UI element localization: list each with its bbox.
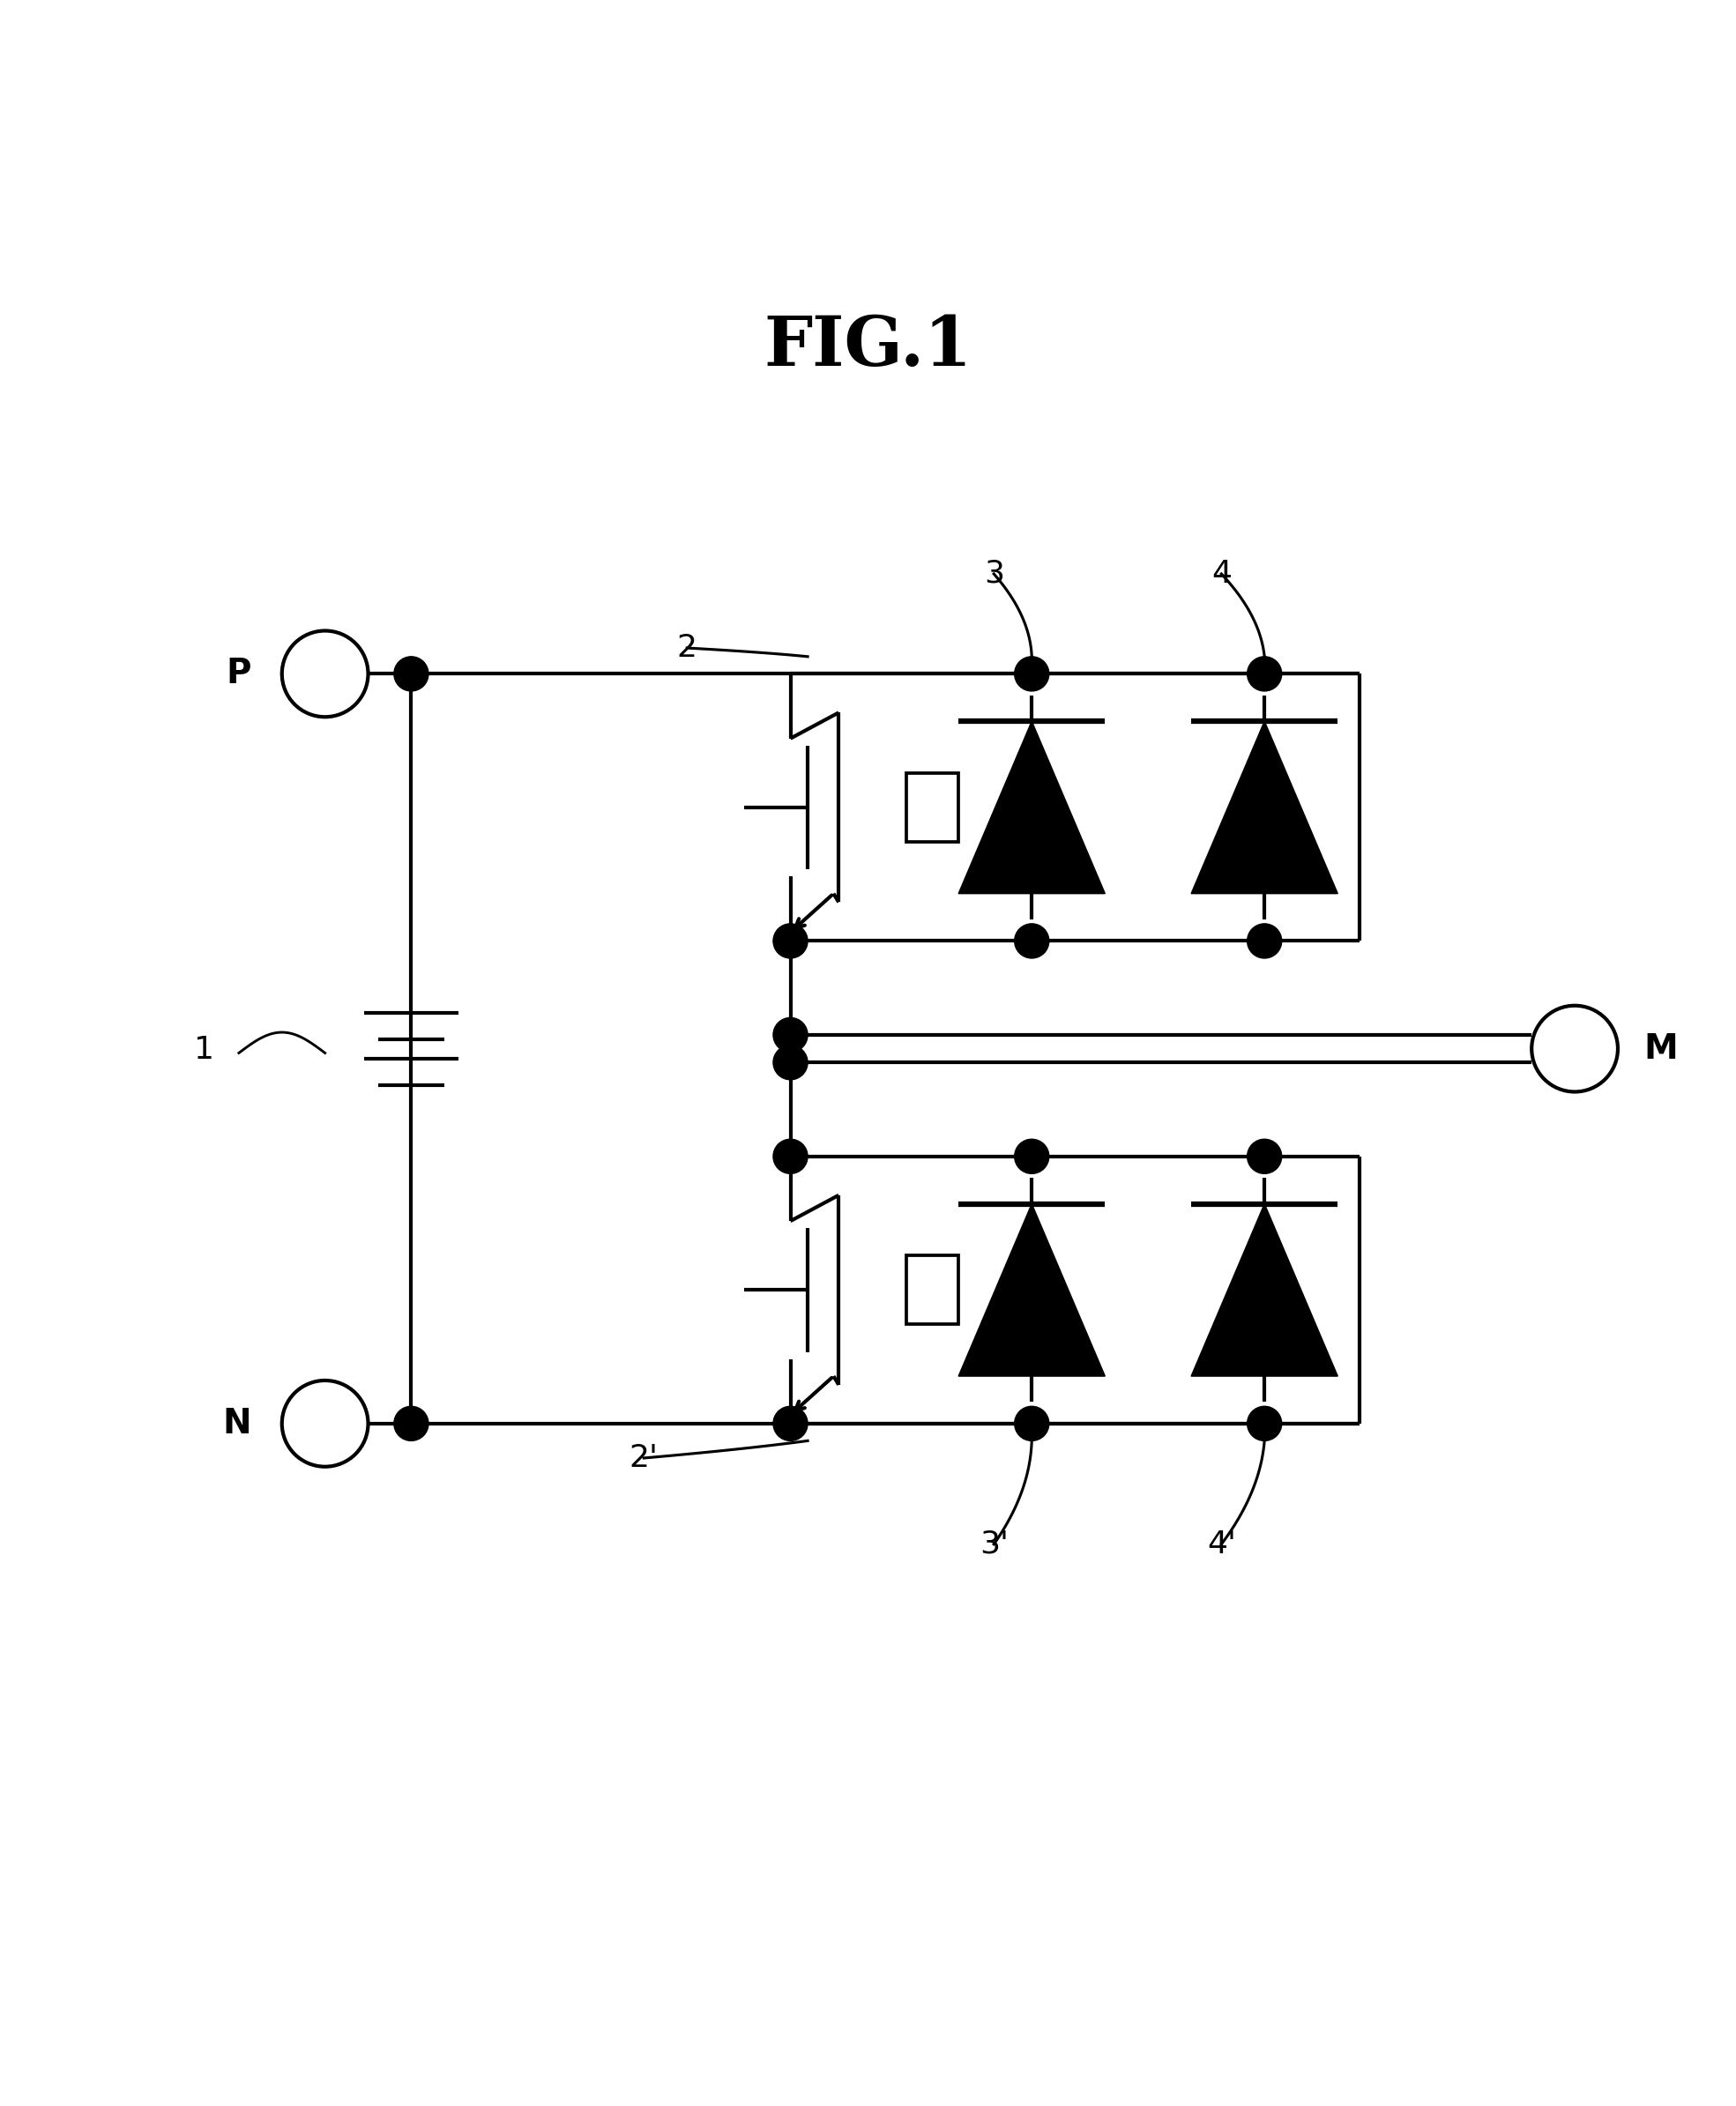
Text: 3': 3' xyxy=(979,1529,1009,1558)
Bar xyxy=(906,1255,958,1325)
Text: 3: 3 xyxy=(984,558,1003,590)
Circle shape xyxy=(1246,925,1281,958)
Circle shape xyxy=(773,925,807,958)
Circle shape xyxy=(1014,1407,1049,1441)
Text: 4': 4' xyxy=(1207,1529,1236,1558)
Text: FIG.1: FIG.1 xyxy=(764,314,972,379)
Text: P: P xyxy=(226,657,252,691)
Circle shape xyxy=(773,1017,807,1053)
Bar xyxy=(906,773,958,842)
Circle shape xyxy=(773,1139,807,1173)
Circle shape xyxy=(1246,1407,1281,1441)
Polygon shape xyxy=(1191,1205,1338,1375)
Text: M: M xyxy=(1644,1032,1679,1066)
Circle shape xyxy=(773,1407,807,1441)
Circle shape xyxy=(1014,1139,1049,1173)
Polygon shape xyxy=(958,720,1106,893)
Text: 2: 2 xyxy=(677,634,698,663)
Circle shape xyxy=(394,1407,429,1441)
Circle shape xyxy=(1246,1139,1281,1173)
Text: 2': 2' xyxy=(630,1443,658,1472)
Text: 1: 1 xyxy=(194,1034,215,1064)
Polygon shape xyxy=(958,1205,1106,1375)
Text: 4: 4 xyxy=(1212,558,1231,590)
Circle shape xyxy=(1014,925,1049,958)
Circle shape xyxy=(1014,657,1049,691)
Text: N: N xyxy=(222,1407,252,1441)
Polygon shape xyxy=(1191,720,1338,893)
Circle shape xyxy=(394,657,429,691)
Circle shape xyxy=(773,1045,807,1080)
Circle shape xyxy=(1246,657,1281,691)
